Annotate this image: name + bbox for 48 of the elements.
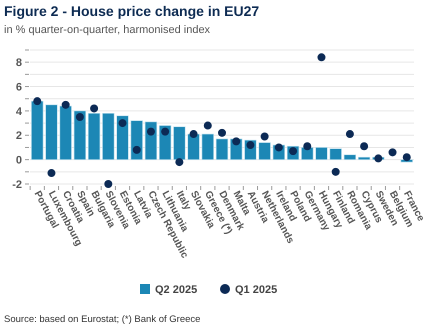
source-note: Source: based on Eurostat; (*) Bank of Greece [4, 314, 200, 325]
bar [88, 113, 100, 160]
point [204, 122, 212, 130]
bar [216, 138, 228, 160]
chart-title: Figure 2 - House price change in EU27 [4, 3, 260, 19]
point [190, 130, 198, 138]
point [232, 137, 240, 146]
legend-label: Q2 2025 [155, 284, 198, 296]
point [317, 53, 326, 62]
point [118, 119, 127, 128]
bar [102, 113, 114, 160]
point [132, 146, 141, 154]
point [346, 130, 354, 138]
point [47, 169, 56, 178]
y-tick-label: -2 [12, 178, 22, 191]
y-tick-label: 8 [16, 57, 22, 70]
point [332, 168, 340, 176]
bar [344, 154, 356, 160]
y-tick-label: 4 [16, 106, 23, 118]
legend-label: Q1 2025 [235, 284, 278, 296]
point [274, 143, 283, 152]
point [33, 97, 42, 106]
point [374, 154, 382, 162]
point [303, 142, 312, 150]
y-tick-label: 6 [16, 81, 22, 94]
point [402, 153, 411, 162]
y-tick-label: 0 [16, 154, 22, 166]
bar [31, 100, 44, 160]
bar [187, 134, 200, 160]
point [218, 128, 226, 137]
point [62, 100, 70, 109]
chart-subtitle: in % quarter-on-quarter, harmonised index [4, 24, 211, 36]
point [90, 104, 98, 112]
y-tick-label: 2 [16, 130, 22, 142]
point [76, 113, 84, 121]
point [360, 142, 368, 150]
bar [315, 147, 328, 160]
point [260, 132, 269, 140]
point [161, 128, 170, 136]
bar [202, 134, 214, 160]
bar [330, 148, 342, 160]
bar [116, 115, 129, 160]
point [104, 180, 112, 188]
point [146, 128, 155, 136]
point [175, 158, 184, 166]
point [388, 148, 397, 156]
point [246, 141, 254, 150]
bar [45, 104, 58, 160]
